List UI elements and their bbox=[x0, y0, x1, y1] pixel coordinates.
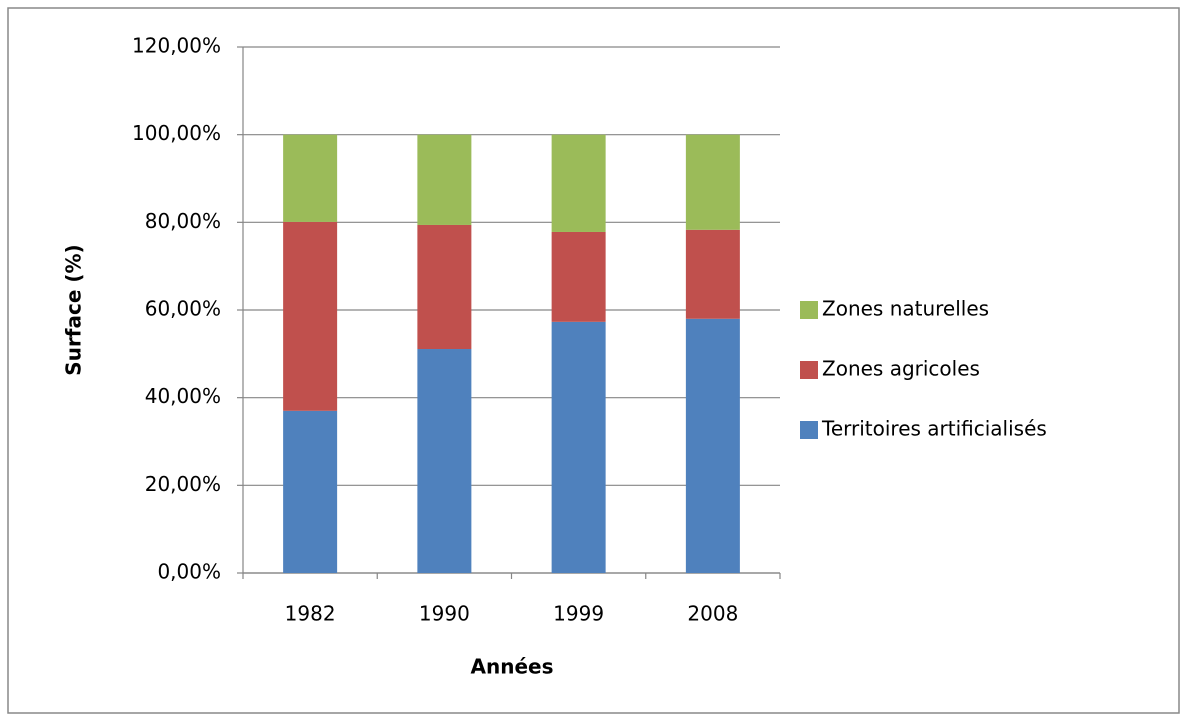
y-tick-label: 80,00% bbox=[145, 209, 221, 233]
bar-segment bbox=[283, 134, 338, 222]
y-tick-label: 20,00% bbox=[145, 472, 221, 496]
y-tick-label: 0,00% bbox=[157, 560, 221, 584]
bar-segment bbox=[685, 318, 740, 573]
legend-swatch bbox=[800, 421, 818, 439]
legend-label: Zones naturelles bbox=[822, 297, 989, 321]
x-tick-label: 1999 bbox=[553, 602, 604, 626]
bar-segment bbox=[685, 229, 740, 319]
y-tick-label: 40,00% bbox=[145, 384, 221, 408]
bar-segment bbox=[551, 321, 606, 573]
bar-segment bbox=[551, 134, 606, 232]
y-tick-label: 60,00% bbox=[145, 297, 221, 321]
legend-label: Territoires artificialisés bbox=[821, 417, 1047, 441]
legend-label: Zones agricoles bbox=[822, 357, 980, 381]
y-tick-label: 100,00% bbox=[132, 121, 221, 145]
x-tick-label: 2008 bbox=[687, 602, 738, 626]
x-tick-label: 1990 bbox=[419, 602, 470, 626]
legend-swatch bbox=[800, 361, 818, 379]
x-tick-label: 1982 bbox=[285, 602, 336, 626]
y-tick-label: 120,00% bbox=[132, 34, 221, 58]
bar-segment bbox=[283, 410, 338, 573]
bar-segment bbox=[417, 224, 472, 350]
bar-segment bbox=[417, 349, 472, 573]
bar-segment bbox=[283, 221, 338, 411]
x-axis-title: Années bbox=[471, 655, 554, 679]
bar-segment bbox=[417, 134, 472, 225]
bar-segment bbox=[551, 231, 606, 322]
y-axis-title: Surface (%) bbox=[62, 244, 86, 375]
legend-swatch bbox=[800, 301, 818, 319]
bar-segment bbox=[685, 134, 740, 230]
